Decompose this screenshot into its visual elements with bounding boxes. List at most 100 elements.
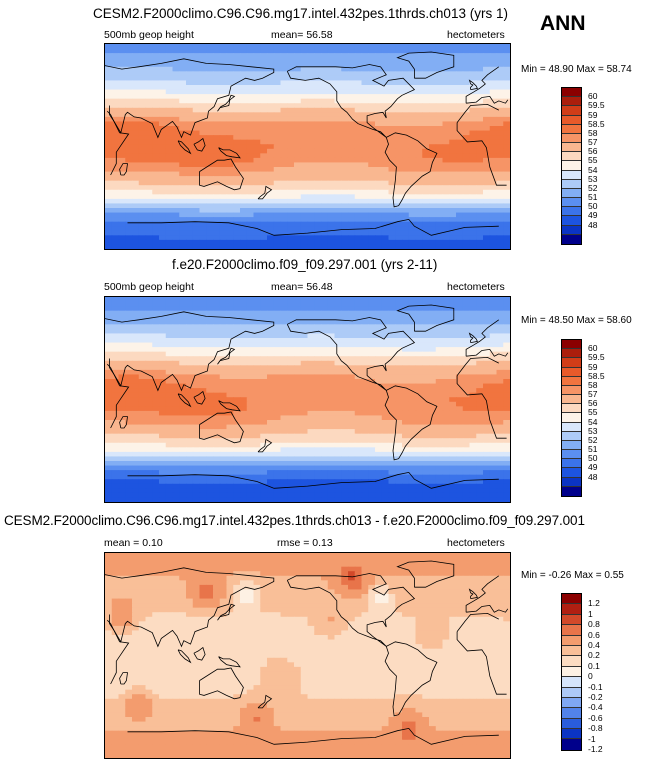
panel3-colorbar-labels: 1.2 1 0.8 0.6 0.4 0.2 0.1 0 -0.1 -0.2 -0.4 -0.6 -0.8…: [588, 593, 628, 753]
panel3-colorbar-label: 0.8: [588, 619, 600, 630]
panel1-colorbar-swatch: [562, 143, 581, 153]
panel3-coastline-eurasia: [105, 567, 509, 648]
panel1-coastline-australia: [199, 158, 244, 191]
panel1-coastline-south-america: [384, 132, 438, 208]
panel1-colorbar-label: 55: [588, 155, 598, 166]
panel1-colorbar-label: 58.5: [588, 118, 605, 129]
panel3-coastline-japan: [217, 603, 236, 621]
panel1-map: [104, 43, 511, 250]
panel2-coastline-borneo: [193, 390, 206, 405]
panel3-colorbar-label: -0.8: [588, 723, 603, 734]
panel2-colorbar-label: 52: [588, 434, 598, 445]
panel1-coastline-borneo: [193, 137, 206, 152]
panel3-colorbar: [561, 593, 582, 751]
panel1-colorbar-label: 58: [588, 127, 598, 138]
panel1-colorbar-label: 49: [588, 210, 598, 221]
panel2-colorbar-label: 51: [588, 444, 598, 455]
panel1-colorbar-label: 54: [588, 164, 598, 175]
panel3-colorbar-label: 1.2: [588, 598, 600, 609]
panel2-coastline-madagascar: [119, 416, 128, 429]
panel2-colorbar-label: 59.5: [588, 352, 605, 363]
panel3-colorbar-label: -0.1: [588, 681, 603, 692]
panel2-colorbar-label: 57: [588, 389, 598, 400]
panel1-coastline-greenland: [396, 51, 455, 79]
panel2-colorbar-swatch: [562, 431, 581, 441]
panel2-colorbar-swatch: [562, 422, 581, 432]
panel3-colorbar-label: 0.1: [588, 660, 600, 671]
panel1-colorbar-label: 57: [588, 137, 598, 148]
panel1-colorbar-swatch: [562, 234, 581, 244]
panel1-colorbar-label: 59: [588, 109, 598, 120]
panel1-colorbar-swatch: [562, 188, 581, 199]
panel2-colorbar-label: 59: [588, 361, 598, 372]
panel2-colorbar-labels: 60 59.5 59 58.5 58 57 56 55 54 53 52 51 50 49 48: [588, 339, 628, 495]
panel3-colorbar-swatch: [562, 614, 581, 626]
panel3-colorbar-swatch: [562, 739, 581, 750]
panel1-colorbar-label: 48: [588, 219, 598, 230]
panel3-coastline-africa: [107, 612, 507, 695]
panel2-colorbar-label: 55: [588, 407, 598, 418]
panel2-colorbar-swatch: [562, 404, 581, 414]
panel2-colorbar-swatch: [562, 385, 581, 396]
panel3-colorbar-swatch: [562, 645, 581, 657]
panel1-colorbar-label: 51: [588, 192, 598, 203]
season-label: ANN: [540, 12, 586, 35]
panel3-colorbar-swatch: [562, 656, 581, 667]
panel2-colorbar-label: 56: [588, 398, 598, 409]
panel1-colorbar-label: 60: [588, 91, 598, 102]
panel1-colorbar-swatch: [562, 115, 581, 125]
panel3-colorbar-swatch: [562, 625, 581, 636]
panel3-title: CESM2.F2000climo.C96.C96.mg17.intel.432p…: [4, 513, 585, 528]
panel1-field: [105, 44, 510, 249]
panel2-minmax-label: Min = 48.50 Max = 58.60: [521, 315, 632, 326]
panel3-colorbar-swatch: [562, 666, 581, 678]
panel1-colorbar-swatch: [562, 124, 581, 134]
panel1-colorbar-label: 53: [588, 173, 598, 184]
panel3-colorbar-label: 0.4: [588, 640, 600, 650]
panel3-coastline-australia: [199, 667, 244, 700]
panel1-colorbar-swatch: [562, 161, 581, 171]
panel1-coastline-new-guinea: [218, 147, 241, 159]
panel1-map-svg: [105, 44, 510, 249]
panel2-colorbar-swatch: [562, 486, 581, 496]
panel2-coastline-japan: [217, 347, 236, 365]
panel2-colorbar-label: 58: [588, 379, 598, 390]
panel3-colorbar-label: 0.6: [588, 629, 600, 640]
panel3-colorbar-swatch: [562, 718, 581, 730]
panel1-coastline-new-zealand: [257, 185, 273, 200]
panel1-colorbar-swatch: [562, 170, 581, 180]
panel1-colorbar-swatch: [562, 225, 581, 235]
panel2-coastline-new-guinea: [218, 400, 241, 412]
panel2-colorbar-swatch: [562, 459, 581, 469]
panel1-colorbar-swatch: [562, 179, 581, 189]
panel1-colorbar-swatch: [562, 152, 581, 162]
panel1-units-label: hectometers: [447, 29, 505, 41]
panel2-colorbar-label: 54: [588, 416, 598, 427]
panel3-units-label: hectometers: [447, 537, 505, 549]
panel3-colorbar-label: 0: [588, 671, 593, 682]
panel1-coastline-africa: [107, 103, 507, 186]
panel3-colorbar-swatch: [562, 729, 581, 740]
panel3-map: [104, 552, 511, 759]
panel3-rmse-label: rmse = 0.13: [277, 537, 333, 549]
panel2-colorbar-swatch: [562, 367, 581, 377]
panel1-colorbar-label: 56: [588, 146, 598, 157]
panel1-colorbar-labels: 60 59.5 59 58.5 58 57 56 55 54 53 52 51 50 49 48: [588, 87, 628, 243]
panel2-colorbar-label: 48: [588, 471, 598, 482]
panel1-colorbar-swatch: [562, 97, 581, 107]
panel3-coastline-new-zealand: [257, 694, 273, 709]
panel3-coastline-south-america: [384, 641, 438, 717]
panel3-colorbar-label: -0.6: [588, 712, 603, 723]
panel2-coastline-australia: [199, 411, 244, 444]
panel2-coastline-south-america: [384, 385, 438, 461]
panel2-coastline-eurasia: [105, 311, 509, 392]
panel2-mean-label: mean= 56.48: [271, 281, 333, 293]
panel2-coastline-greenland: [396, 304, 455, 332]
panel1-mean-label: mean= 56.58: [271, 29, 333, 41]
panel2-map: [104, 296, 511, 503]
panel1-coastline-north-america: [286, 64, 416, 138]
panel2-colorbar: [561, 339, 582, 497]
panel2-colorbar-label: 49: [588, 462, 598, 473]
panel3-field: [105, 553, 510, 758]
panel3-colorbar-label: -1: [588, 733, 596, 744]
